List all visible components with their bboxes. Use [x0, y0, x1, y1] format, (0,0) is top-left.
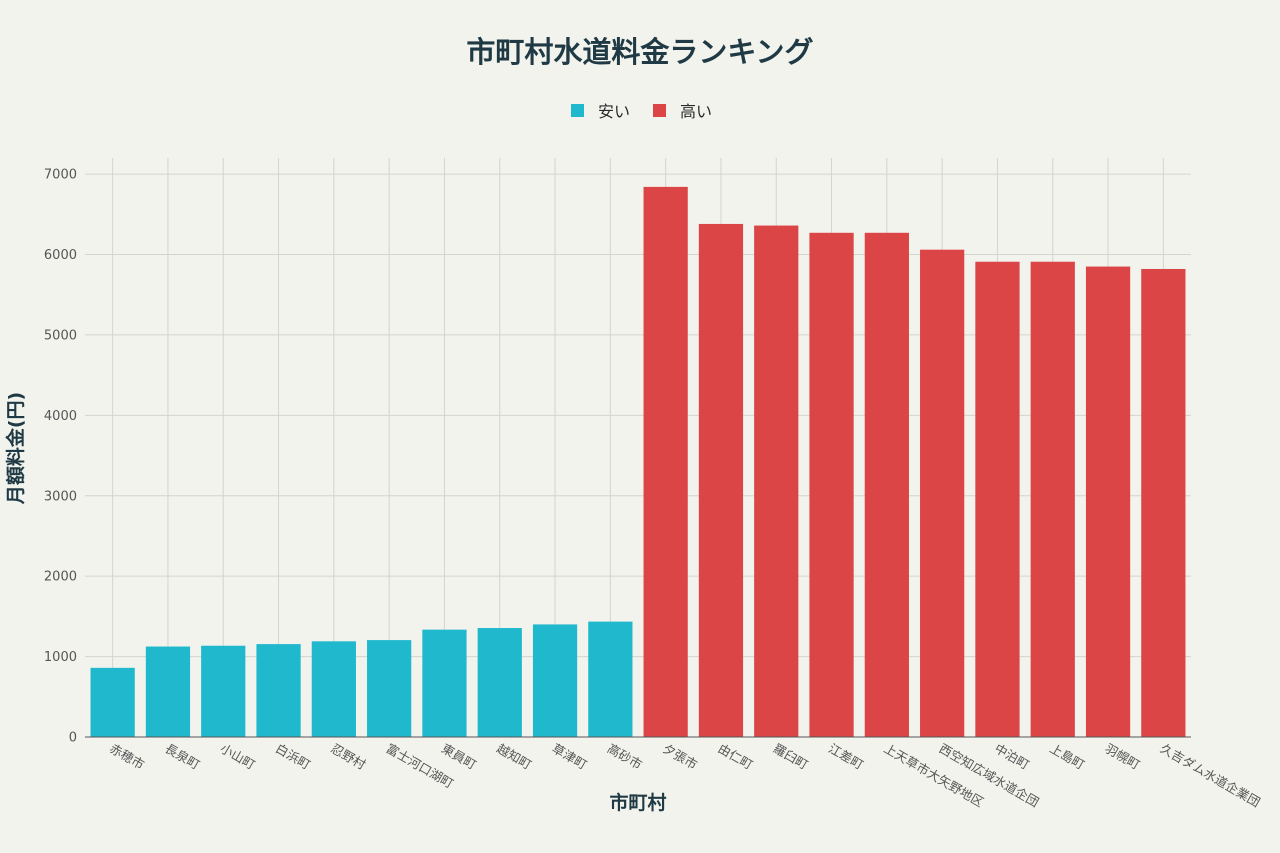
x-tick-label: 江差町	[826, 741, 866, 773]
x-tick-label: 白浜町	[273, 741, 313, 773]
bar	[1030, 261, 1075, 737]
x-tick-label: 小山町	[218, 741, 258, 773]
y-tick-label: 5000	[44, 328, 77, 343]
bar	[311, 641, 356, 737]
y-tick-label: 7000	[44, 168, 77, 183]
x-tick-label: 由仁町	[715, 741, 755, 773]
x-tick-label: 赤穂市	[107, 741, 147, 773]
legend-swatch	[653, 104, 666, 117]
x-tick-label: 越知町	[494, 741, 534, 773]
legend-swatch	[571, 104, 584, 117]
bar	[975, 261, 1020, 737]
x-tick-labels: 赤穂市 長泉町 小山町 白浜町 忍野村 富士河口湖町東員町 越知町 草津町 高砂市 夕張市 由仁町羅…	[107, 741, 1263, 810]
bar	[367, 640, 412, 737]
bar	[145, 646, 191, 737]
x-tick-label: 羽幌町	[1103, 741, 1143, 773]
bar	[809, 232, 854, 737]
x-tick-label: 久吉ダム水道企業団	[1158, 741, 1263, 810]
y-tick-label: 0	[69, 731, 77, 746]
y-tick-label: 3000	[44, 489, 77, 504]
x-tick-label: 東員町	[439, 741, 479, 773]
bars	[90, 186, 1186, 738]
x-tick-label: 上島町	[1047, 741, 1087, 773]
legend-item: 高い	[653, 102, 712, 121]
y-axis-title: 月額料金(円)	[4, 392, 27, 505]
x-tick-label: 中泊町	[992, 741, 1032, 773]
x-tick-label: 夕張市	[660, 741, 700, 773]
y-tick-label: 6000	[44, 248, 77, 263]
bar	[643, 186, 688, 738]
bar	[920, 249, 965, 738]
bar	[1085, 266, 1131, 737]
bar	[698, 223, 744, 738]
bar	[1141, 268, 1186, 737]
bar	[201, 645, 246, 737]
x-tick-label: 上天草市大矢野地区	[881, 741, 986, 810]
x-tick-label: 長泉町	[162, 741, 202, 773]
x-tick-label: 羅臼町	[771, 741, 811, 773]
bar	[864, 232, 909, 737]
bar	[754, 225, 799, 738]
legend-item: 安い	[571, 102, 630, 121]
bar	[477, 628, 522, 737]
bar	[588, 621, 633, 737]
x-tick-label: 草津町	[550, 741, 590, 773]
bar	[422, 629, 467, 737]
chart-title: 市町村水道料金ランキング	[466, 35, 813, 69]
legend-label: 高い	[680, 102, 712, 121]
legend-label: 安い	[598, 102, 630, 121]
y-tick-label: 4000	[44, 409, 77, 424]
x-axis-title: 市町村	[609, 791, 666, 814]
legend: 安い 高い	[571, 102, 712, 121]
x-tick-label: 西空知広域水道企団	[937, 741, 1042, 810]
y-tick-label: 1000	[44, 650, 77, 665]
bar	[532, 624, 578, 737]
horizontal-grid	[85, 173, 1191, 658]
bar	[90, 667, 135, 737]
x-tick-label: 高砂市	[605, 741, 645, 773]
y-tick-labels: 0 1000 2000 3000 4000 5000 6000 7000	[44, 168, 77, 746]
y-tick-label: 2000	[44, 570, 77, 585]
bar	[256, 644, 301, 737]
x-tick-label: 忍野村	[328, 741, 368, 773]
